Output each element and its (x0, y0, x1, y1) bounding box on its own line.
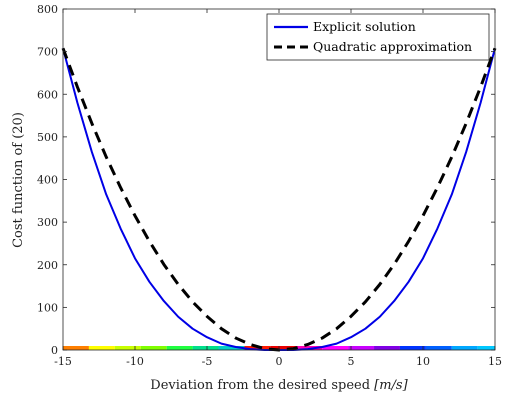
color-bar-segment (399, 346, 426, 350)
legend-label-quadratic-approximation: Quadratic approximation (313, 39, 472, 54)
color-bar-segment (114, 346, 141, 350)
legend: Explicit solution Quadratic approximatio… (266, 13, 490, 61)
x-tick-label: -10 (126, 355, 144, 368)
x-tick-label: 0 (276, 355, 283, 368)
y-tick-label: 700 (37, 46, 58, 59)
x-axis-label: Deviation from the desired speed [m/s] (150, 378, 408, 393)
y-axis-label: Cost function of (20) (11, 112, 26, 248)
x-tick-label: 15 (488, 355, 502, 368)
y-tick-label: 500 (37, 131, 58, 144)
color-bar-segment (218, 346, 245, 350)
legend-box (266, 13, 490, 61)
color-bar-segment (477, 346, 495, 350)
x-tick-label: -15 (54, 355, 72, 368)
y-tick-label: 600 (37, 88, 58, 101)
color-bar-segment (166, 346, 193, 350)
color-bar-segment (322, 346, 349, 350)
color-bar-segment (192, 346, 219, 350)
legend-label-explicit-solution: Explicit solution (313, 19, 416, 34)
color-bar-segment (63, 346, 89, 350)
color-bar-segment (270, 346, 297, 350)
x-axis-label-text: Deviation from the desired speed (150, 378, 374, 393)
y-tick-label: 200 (37, 259, 58, 272)
y-tick-label: 800 (37, 3, 58, 16)
y-tick-label: 300 (37, 216, 58, 229)
y-tick-label: 0 (51, 344, 58, 357)
color-bar-segment (425, 346, 452, 350)
x-tick-label: 10 (416, 355, 430, 368)
x-tick-label: -5 (202, 355, 213, 368)
color-bar-segment (451, 346, 478, 350)
color-bar-segment (348, 346, 375, 350)
y-tick-label: 400 (37, 174, 58, 187)
x-tick-label: 5 (348, 355, 355, 368)
y-tick-label: 100 (37, 301, 58, 314)
axis-ticks: -15 -10 -5 0 5 10 15 0 100 200 300 400 500 600 700 800 (37, 3, 502, 368)
color-bar-segment (88, 346, 115, 350)
x-axis-label-unit: [m/s] (374, 378, 408, 393)
color-bar-segment (140, 346, 167, 350)
color-bar-segment (374, 346, 400, 350)
